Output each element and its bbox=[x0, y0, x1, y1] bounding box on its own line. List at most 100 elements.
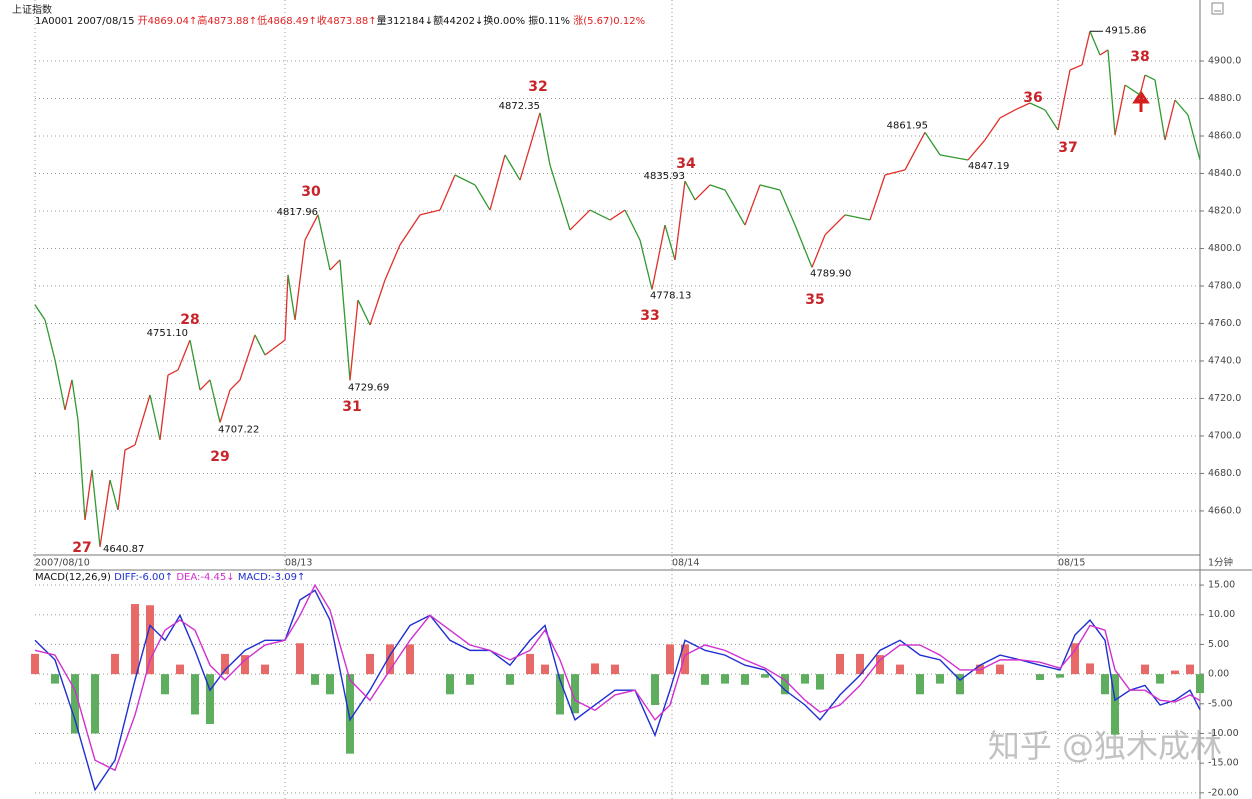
macd-bar bbox=[241, 655, 249, 675]
macd-bar bbox=[31, 653, 39, 675]
macd-bar bbox=[91, 674, 99, 734]
price-segment bbox=[1107, 49, 1116, 136]
macd-bar bbox=[936, 674, 944, 684]
macd-bar bbox=[176, 664, 184, 675]
macd-bar bbox=[51, 674, 59, 684]
macd-header: MACD(12,26,9) DIFF:-6.00↑ DEA:-4.45↓ MAC… bbox=[35, 572, 305, 583]
price-segment bbox=[1114, 84, 1126, 136]
price-segment bbox=[71, 379, 79, 421]
macd-bar bbox=[346, 674, 354, 754]
price-segment bbox=[439, 174, 456, 211]
macd-bar bbox=[896, 664, 904, 675]
price-segment bbox=[124, 444, 136, 451]
macd-bar bbox=[1171, 670, 1179, 675]
price-segment bbox=[304, 214, 319, 241]
wave-label: 29 bbox=[210, 449, 229, 465]
price-segment bbox=[759, 184, 781, 191]
price-segment bbox=[609, 209, 626, 221]
y-tick-label: 5.00 bbox=[1208, 639, 1229, 650]
price-segment bbox=[624, 209, 641, 241]
price-label: 4707.22 bbox=[218, 424, 259, 435]
macd-bar bbox=[1071, 643, 1079, 675]
price-segment bbox=[967, 139, 986, 161]
price-segment bbox=[1154, 79, 1166, 141]
macd-bar bbox=[386, 644, 394, 675]
header-segment: MACD:-3.09↑ bbox=[238, 572, 306, 583]
y-tick-label: -20.00 bbox=[1208, 787, 1239, 798]
price-segment bbox=[1144, 74, 1156, 81]
price-segment bbox=[824, 214, 846, 236]
macd-bar bbox=[311, 674, 319, 685]
price-segment bbox=[99, 479, 111, 547]
price-segment bbox=[694, 184, 711, 201]
y-tick-label: 10.00 bbox=[1208, 609, 1235, 620]
price-segment bbox=[844, 214, 871, 221]
y-tick-label: 4720.0 bbox=[1208, 393, 1241, 404]
price-segment bbox=[199, 379, 211, 391]
y-tick-label: -10.00 bbox=[1208, 728, 1239, 739]
price-label: 4861.95 bbox=[887, 120, 928, 131]
wave-label: 36 bbox=[1023, 90, 1042, 106]
price-segment bbox=[77, 419, 86, 520]
macd-bar bbox=[591, 663, 599, 675]
price-segment bbox=[549, 164, 571, 231]
price-segment bbox=[357, 299, 371, 326]
window-icon[interactable] bbox=[1211, 2, 1224, 15]
price-segment bbox=[91, 469, 101, 547]
price-segment bbox=[904, 132, 926, 171]
macd-bar bbox=[466, 674, 474, 685]
price-segment bbox=[54, 359, 66, 411]
price-segment bbox=[284, 274, 289, 340]
macd-bar bbox=[1056, 674, 1064, 678]
price-segment bbox=[229, 379, 241, 391]
macd-bar bbox=[446, 674, 454, 695]
macd-bar bbox=[681, 644, 689, 675]
header-segment: 涨(5.67)0.12% bbox=[573, 15, 645, 27]
y-tick-label: -5.00 bbox=[1208, 698, 1233, 709]
price-segment bbox=[264, 339, 286, 356]
price-segment bbox=[189, 340, 201, 391]
macd-bar bbox=[366, 653, 374, 675]
period-label: 1分钟 bbox=[1208, 557, 1233, 569]
macd-bar bbox=[781, 674, 789, 695]
price-segment bbox=[34, 304, 46, 321]
macd-bar bbox=[1186, 664, 1194, 675]
header-segment: DEA:-4.45↓ bbox=[176, 572, 237, 583]
wave-label: 31 bbox=[342, 399, 361, 415]
macd-bar bbox=[161, 674, 169, 695]
price-segment bbox=[1029, 102, 1046, 111]
wave-label: 27 bbox=[72, 540, 91, 556]
price-segment bbox=[569, 209, 591, 231]
price-segment bbox=[1099, 49, 1109, 56]
price-segment bbox=[384, 244, 401, 281]
price-segment bbox=[884, 169, 906, 176]
header-segment: DIFF:-6.00↑ bbox=[114, 572, 176, 583]
wave-label: 32 bbox=[528, 79, 547, 95]
price-segment bbox=[1044, 109, 1059, 131]
price-segment bbox=[44, 319, 56, 361]
y-tick-label: 0.00 bbox=[1208, 669, 1229, 680]
price-segment bbox=[134, 394, 151, 446]
price-segment bbox=[869, 174, 886, 221]
price-label: 4751.10 bbox=[147, 328, 188, 339]
macd-bar bbox=[701, 674, 709, 685]
macd-bar bbox=[1101, 674, 1109, 695]
price-segment bbox=[744, 184, 761, 226]
header-segment: 开4869.04↑高4873.88↑低4868.49↑收4873.88↑ bbox=[138, 14, 377, 27]
macd-bar bbox=[1086, 663, 1094, 675]
price-segment bbox=[454, 174, 476, 186]
price-segment bbox=[287, 274, 296, 321]
price-segment bbox=[1081, 31, 1091, 66]
price-segment bbox=[1187, 114, 1201, 161]
macd-bar bbox=[996, 664, 1004, 675]
price-segment bbox=[1164, 99, 1176, 141]
y-tick-label: 4780.0 bbox=[1208, 280, 1241, 291]
price-segment bbox=[117, 449, 126, 511]
macd-bar bbox=[1141, 664, 1149, 675]
macd-bar bbox=[506, 674, 514, 685]
macd-bar bbox=[876, 655, 884, 675]
price-segment bbox=[159, 374, 169, 440]
price-label: 4872.35 bbox=[499, 101, 540, 112]
price-segment bbox=[339, 259, 351, 381]
